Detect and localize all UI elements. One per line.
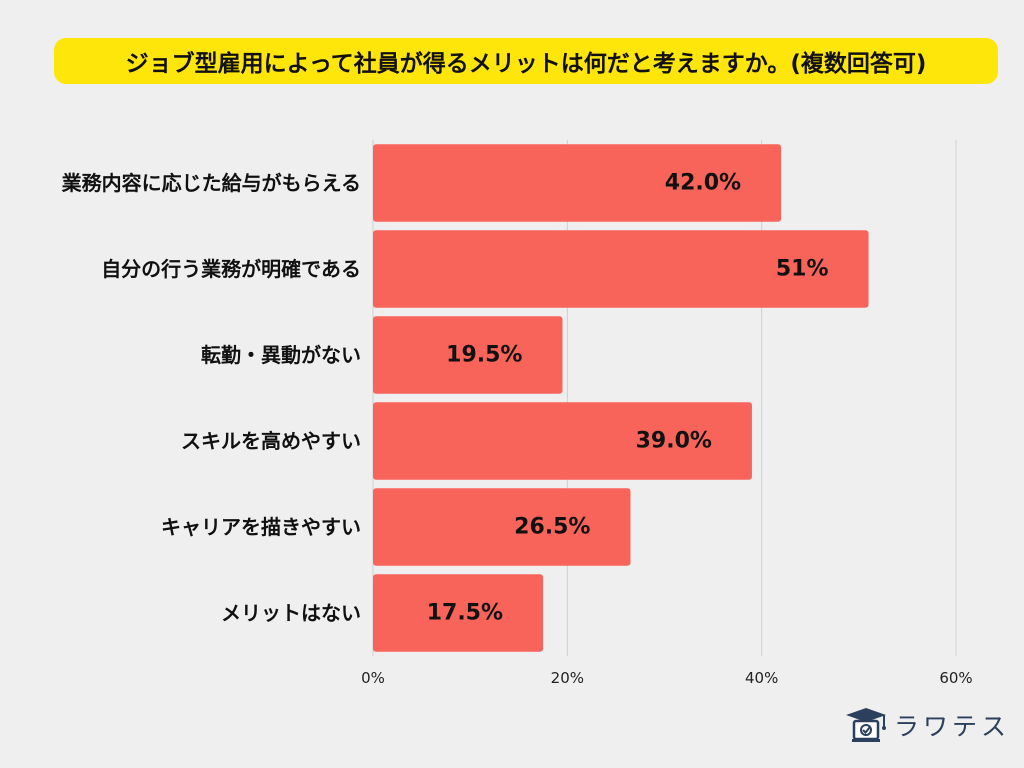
bar: [373, 230, 869, 308]
category-label: メリットはない: [221, 601, 361, 625]
x-tick-label: 60%: [939, 669, 972, 687]
category-label: 転勤・異動がない: [201, 343, 361, 367]
value-label: 51%: [776, 257, 829, 282]
bar: [373, 144, 782, 222]
value-label: 42.0%: [665, 171, 741, 196]
bar: [373, 402, 752, 480]
value-label: 19.5%: [446, 343, 522, 368]
x-tick-label: 40%: [745, 669, 778, 687]
x-tick-label: 0%: [361, 669, 385, 687]
value-label: 17.5%: [427, 601, 503, 626]
grid-layer: [372, 140, 957, 656]
bar: [373, 574, 544, 652]
brand-logo: ラワテス: [844, 702, 1010, 748]
chart-title-text: ジョブ型雇用によって社員が得るメリットは何だと考えますか。(複数回答可): [125, 51, 927, 77]
category-label: 自分の行う業務が明確である: [101, 257, 361, 281]
value-label: 26.5%: [514, 515, 590, 540]
graduation-cap-checkbox-icon: [846, 708, 886, 742]
category-label: キャリアを描きやすい: [161, 515, 361, 539]
x-tick-label: 20%: [551, 669, 584, 687]
category-label: スキルを高めやすい: [181, 429, 361, 453]
bar-layer: [373, 144, 869, 652]
label-layer: 0% 20% 40% 60% 業務内容に応じた給与がもらえる 42.0% 自分の行う業務が明…: [62, 171, 973, 688]
category-label: 業務内容に応じた給与がもらえる: [62, 171, 361, 195]
bar: [373, 316, 563, 394]
value-label: 39.0%: [636, 429, 712, 454]
brand-name: ラワテス: [894, 712, 1011, 741]
bar: [373, 488, 631, 566]
chart-title: ジョブ型雇用によって社員が得るメリットは何だと考えますか。(複数回答可): [54, 38, 998, 84]
